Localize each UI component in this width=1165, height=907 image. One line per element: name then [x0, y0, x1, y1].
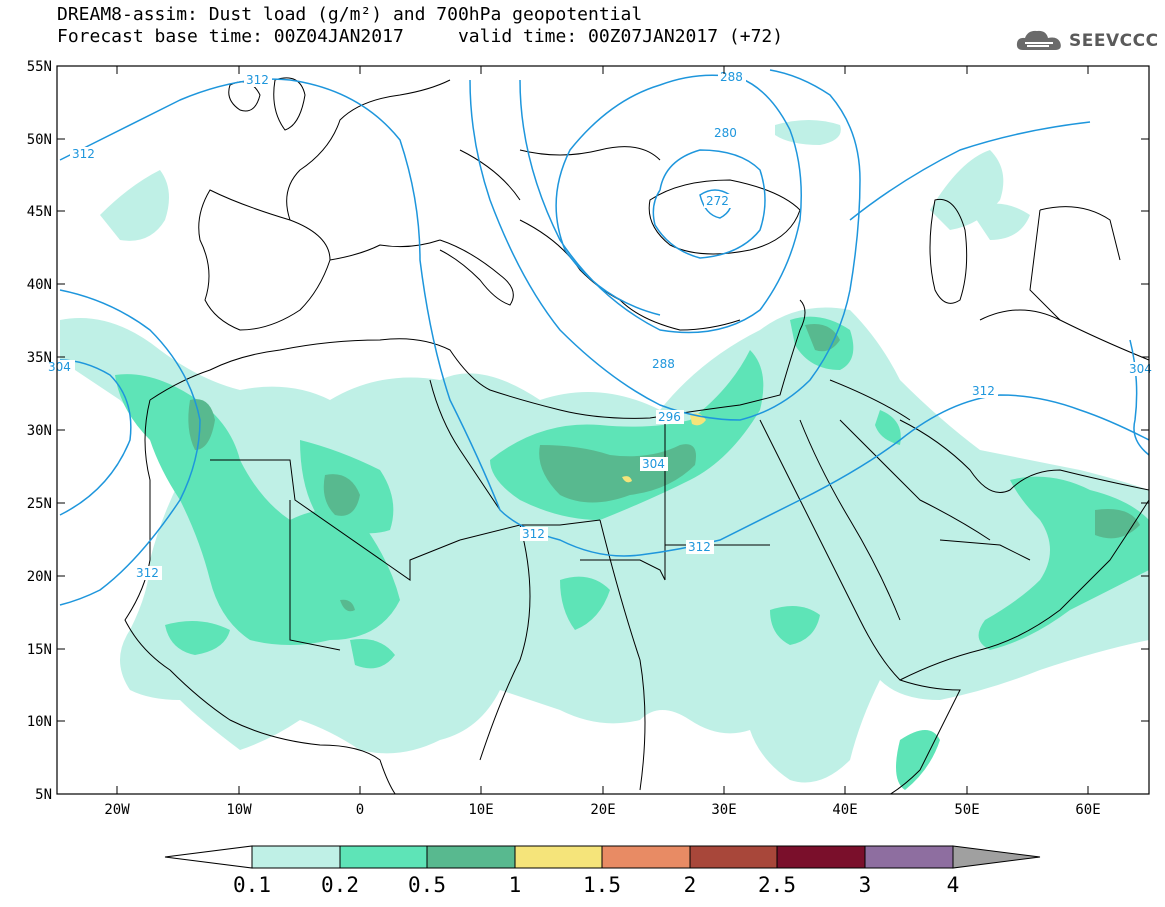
lon-label: 40E — [832, 802, 857, 818]
contour-label: 296 — [658, 410, 681, 424]
contour-label: 312 — [136, 566, 159, 580]
lat-label: 25N — [27, 496, 52, 512]
colorbar: 0.1 0.2 0.5 1 1.5 2 2.5 3 4 — [164, 845, 1041, 897]
contour-label: 312 — [72, 147, 95, 161]
colorbar-swatch — [514, 845, 603, 869]
contour-label: 288 — [652, 357, 675, 371]
longitude-labels: 20W 10W 0 10E 20E 30E 40E 50E 60E — [104, 802, 1100, 818]
colorbar-tick: 1.5 — [583, 873, 621, 897]
lat-label: 15N — [27, 642, 52, 658]
colorbar-swatch — [776, 845, 866, 869]
lat-label: 45N — [27, 204, 52, 220]
colorbar-swatch — [251, 845, 341, 869]
colorbar-tick: 0.5 — [408, 873, 446, 897]
colorbar-tick: 3 — [859, 873, 872, 897]
colorbar-tick: 2.5 — [758, 873, 796, 897]
map-title: DREAM8-assim: Dust load (g/m²) and 700hP… — [57, 4, 643, 25]
colorbar-swatch — [426, 845, 516, 869]
lon-label: 20W — [104, 802, 130, 818]
lon-label: 0 — [356, 802, 364, 818]
forecast-time-subtitle: Forecast base time: 00Z04JAN2017 valid t… — [57, 26, 784, 47]
contour-label: 304 — [48, 360, 71, 374]
lon-label: 30E — [711, 802, 736, 818]
dust-load-shading — [60, 120, 1149, 790]
lat-label: 30N — [27, 423, 52, 439]
lon-label: 50E — [954, 802, 979, 818]
logo-text: SEEVCCC — [1069, 31, 1159, 51]
colorbar-upper-arrow — [952, 845, 1041, 869]
latitude-labels: 55N 50N 45N 40N 35N 30N 25N 20N 15N 10N … — [27, 59, 52, 803]
colorbar-tick: 0.2 — [321, 873, 359, 897]
contour-label: 312 — [246, 73, 269, 87]
seevccc-logo: SEEVCCC — [1015, 28, 1159, 54]
contour-label: 280 — [714, 126, 737, 140]
lon-label: 20E — [590, 802, 615, 818]
contour-label: 312 — [972, 384, 995, 398]
coastlines-borders — [124, 77, 1149, 794]
contour-label: 304 — [642, 457, 665, 471]
contour-label: 288 — [720, 70, 743, 84]
colorbar-tick: 1 — [509, 873, 522, 897]
geopotential-contours — [59, 69, 1149, 606]
lat-label: 40N — [27, 277, 52, 293]
contour-label: 312 — [688, 540, 711, 554]
contour-label: 312 — [522, 527, 545, 541]
colorbar-swatch — [339, 845, 428, 869]
lon-label: 10W — [226, 802, 252, 818]
lon-label: 10E — [468, 802, 493, 818]
lat-label: 35N — [27, 350, 52, 366]
cloud-icon — [1016, 30, 1061, 50]
lon-label: 60E — [1075, 802, 1100, 818]
lat-label: 55N — [27, 59, 52, 75]
contour-label: 272 — [706, 194, 729, 208]
colorbar-tick: 0.1 — [233, 873, 271, 897]
colorbar-tick: 4 — [947, 873, 960, 897]
lat-label: 5N — [35, 787, 52, 803]
axis-ticks — [57, 65, 1149, 794]
colorbar-swatch — [864, 845, 954, 869]
lat-label: 20N — [27, 569, 52, 585]
colorbar-swatch — [689, 845, 778, 869]
contour-label: 304 — [1129, 362, 1152, 376]
colorbar-lower-arrow — [164, 845, 253, 869]
lat-label: 10N — [27, 714, 52, 730]
contour-labels: 312 312 312 312 312 312 304 304 304 296 … — [48, 70, 1152, 580]
colorbar-swatch — [601, 845, 691, 869]
lat-label: 50N — [27, 132, 52, 148]
colorbar-tick: 2 — [684, 873, 697, 897]
